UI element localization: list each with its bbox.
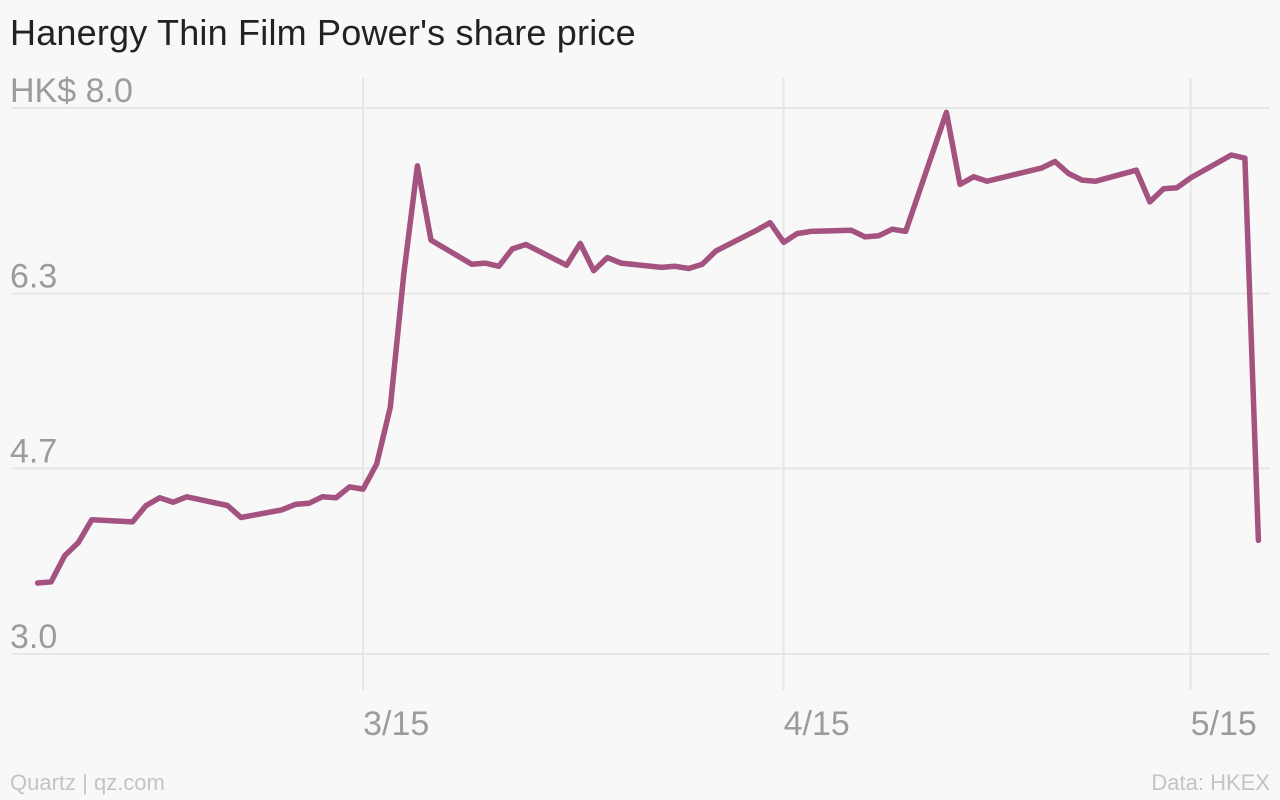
y-tick-label: 6.3 (10, 258, 57, 296)
x-tick-label: 4/15 (784, 705, 850, 743)
x-tick-label: 3/15 (363, 705, 429, 743)
tick-label-layer: 3.0 4.7 6.3 HK$ 8.0 3/15 4/15 5/15 (10, 72, 1257, 743)
series-layer (34, 109, 1262, 586)
footer-credit: Quartz | qz.com (10, 770, 165, 795)
y-tick-label: HK$ 8.0 (10, 72, 133, 110)
x-tick-label: 5/15 (1191, 705, 1257, 743)
y-tick-label: 4.7 (10, 432, 57, 470)
share-price-line (34, 109, 1262, 586)
grid-layer (12, 78, 1270, 690)
y-tick-label: 3.0 (10, 618, 57, 656)
chart-title: Hanergy Thin Film Power's share price (10, 12, 636, 53)
footer-source: Data: HKEX (1151, 770, 1270, 795)
